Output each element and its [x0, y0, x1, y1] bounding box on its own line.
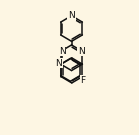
Text: N: N — [55, 59, 62, 68]
Text: N: N — [59, 47, 65, 56]
Text: N: N — [78, 47, 84, 56]
Text: N: N — [68, 11, 75, 20]
Text: F: F — [80, 76, 86, 85]
